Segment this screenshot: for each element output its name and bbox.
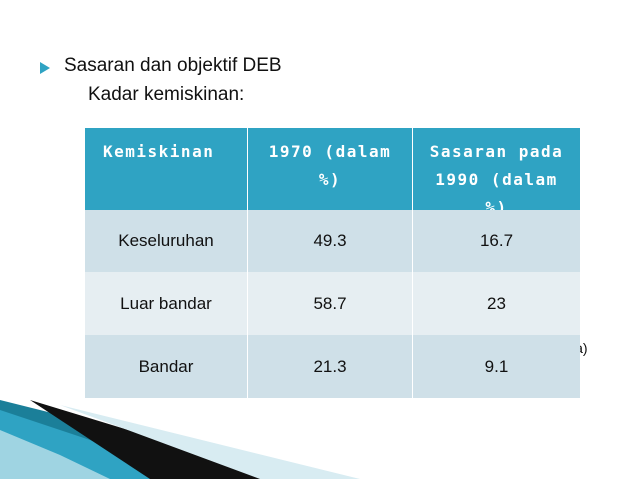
header-cell: Sasaran pada 1990 (dalam %) bbox=[413, 128, 580, 210]
table-cell: 21.3 bbox=[248, 335, 413, 398]
table-cell: Keseluruhan bbox=[85, 210, 248, 272]
table: Kemiskinan 1970 (dalam %) Sasaran pada 1… bbox=[85, 128, 580, 398]
table-cell: Luar bandar bbox=[85, 272, 248, 335]
table-cell: 9.1 bbox=[413, 335, 580, 398]
header-cell: Kemiskinan bbox=[85, 128, 248, 210]
subheading: Kadar kemiskinan: bbox=[88, 84, 245, 105]
header-cell: 1970 (dalam %) bbox=[248, 128, 413, 210]
swoosh-light bbox=[60, 405, 360, 479]
table-cell: 16.7 bbox=[413, 210, 580, 272]
table-cell: 23 bbox=[413, 272, 580, 335]
table-cell: 49.3 bbox=[248, 210, 413, 272]
heading: Sasaran dan objektif DEB bbox=[64, 55, 282, 76]
bullet-icon bbox=[40, 62, 50, 74]
table-cell: Bandar bbox=[85, 335, 248, 398]
swoosh bbox=[0, 430, 110, 479]
table-cell: 58.7 bbox=[248, 272, 413, 335]
